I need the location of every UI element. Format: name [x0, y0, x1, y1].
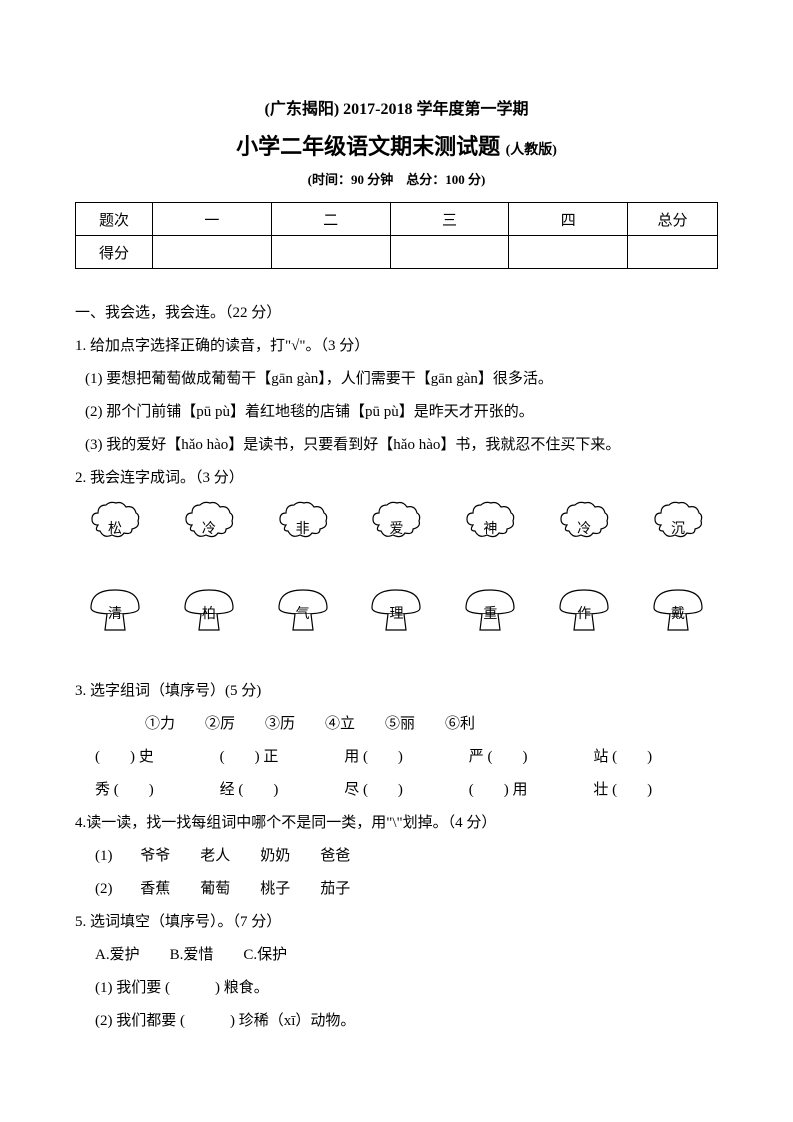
score-table: 题次 一 二 三 四 总分 得分: [75, 202, 718, 269]
mush-char: 柏: [179, 600, 239, 631]
table-row: 题次 一 二 三 四 总分: [76, 203, 718, 236]
table-row: 得分: [76, 236, 718, 269]
td-blank: [628, 236, 718, 269]
mushroom-icon: 气: [273, 584, 333, 665]
title-main: 小学二年级语文期末测试题: [236, 134, 500, 159]
mush-char: 清: [85, 600, 145, 631]
td-label: 得分: [76, 236, 153, 269]
td-blank: [271, 236, 390, 269]
th-col: 三: [390, 203, 509, 236]
q1-item: (3) 我的爱好【hǎo hào】是读书，只要看到好【hǎo hào】书，我就忍…: [75, 429, 718, 462]
q4-item: (1) 爷爷 老人 奶奶 爸爸: [75, 840, 718, 873]
q5-options: A.爱护 B.爱惜 C.保护: [75, 939, 718, 972]
q1-item: (2) 那个门前铺【pū pù】着红地毯的店铺【pū pù】是昨天才开张的。: [75, 396, 718, 429]
cloud-icon: 沉: [648, 499, 708, 578]
q3-cell: 壮 ( ): [593, 774, 718, 807]
mush-char: 重: [460, 600, 520, 631]
q5-item: (2) 我们都要 ( ) 珍稀（xī）动物。: [75, 1005, 718, 1038]
cloud-icon: 神: [460, 499, 520, 578]
mushroom-icon: 理: [366, 584, 426, 665]
q2-cloud-row: 松 冷 非 爱 神 冷 沉: [75, 495, 718, 588]
cloud-icon: 松: [85, 499, 145, 578]
td-blank: [509, 236, 628, 269]
td-blank: [390, 236, 509, 269]
section-title: 一、我会选，我会连。（22 分）: [75, 297, 718, 330]
cloud-char: 冷: [179, 515, 239, 546]
th-col: 一: [153, 203, 272, 236]
th-label: 题次: [76, 203, 153, 236]
q3-options: ①力 ②厉 ③历 ④立 ⑤丽 ⑥利: [75, 708, 718, 741]
q3-cell: ( ) 用: [469, 774, 594, 807]
cloud-char: 松: [85, 515, 145, 546]
mushroom-icon: 重: [460, 584, 520, 665]
q3-cell: ( ) 史: [95, 741, 220, 774]
mush-char: 气: [273, 600, 333, 631]
mushroom-icon: 柏: [179, 584, 239, 665]
q1-item: (1) 要想把葡萄做成葡萄干【gān gàn】，人们需要干【gān gàn】很多…: [75, 363, 718, 396]
mushroom-icon: 清: [85, 584, 145, 665]
th-total: 总分: [628, 203, 718, 236]
cloud-icon: 冷: [179, 499, 239, 578]
mush-char: 理: [366, 600, 426, 631]
q3-line: 秀 ( ) 经 ( ) 尽 ( ) ( ) 用 壮 ( ): [75, 774, 718, 807]
header-subtitle: (广东揭阳) 2017-2018 学年度第一学期: [75, 95, 718, 119]
q4-item: (2) 香蕉 葡萄 桃子 茄子: [75, 873, 718, 906]
title-edition: (人教版): [506, 143, 557, 158]
mush-char: 作: [554, 600, 614, 631]
q3-cell: 用 ( ): [344, 741, 469, 774]
q3-cell: 站 ( ): [593, 741, 718, 774]
q3-cell: 秀 ( ): [95, 774, 220, 807]
mushroom-icon: 戴: [648, 584, 708, 665]
cloud-char: 冷: [554, 515, 614, 546]
th-col: 四: [509, 203, 628, 236]
q3-cell: 尽 ( ): [344, 774, 469, 807]
cloud-char: 非: [273, 515, 333, 546]
cloud-char: 神: [460, 515, 520, 546]
q5-item: (1) 我们要 ( ) 粮食。: [75, 972, 718, 1005]
q3-cell: ( ) 正: [220, 741, 345, 774]
header-title: 小学二年级语文期末测试题 (人教版): [75, 129, 718, 161]
q4-stem: 4.读一读，找一找每组词中哪个不是同一类，用"\"划掉。（4 分）: [75, 807, 718, 840]
mush-char: 戴: [648, 600, 708, 631]
q3-cell: 经 ( ): [220, 774, 345, 807]
cloud-icon: 冷: [554, 499, 614, 578]
q3-cell: 严 ( ): [469, 741, 594, 774]
th-col: 二: [271, 203, 390, 236]
q5-stem: 5. 选词填空（填序号）。（7 分）: [75, 906, 718, 939]
q1-stem: 1. 给加点字选择正确的读音，打"√"。（3 分）: [75, 330, 718, 363]
q2-stem: 2. 我会连字成词。（3 分）: [75, 462, 718, 495]
q3-line: ( ) 史 ( ) 正 用 ( ) 严 ( ) 站 ( ): [75, 741, 718, 774]
mushroom-icon: 作: [554, 584, 614, 665]
td-blank: [153, 236, 272, 269]
cloud-char: 沉: [648, 515, 708, 546]
q3-stem: 3. 选字组词（填序号）(5 分): [75, 675, 718, 708]
q2-mush-row: 清 柏 气 理 重 作 戴: [75, 580, 718, 675]
cloud-icon: 非: [273, 499, 333, 578]
header-meta: (时间：90 分钟 总分：100 分): [75, 169, 718, 188]
cloud-char: 爱: [366, 515, 426, 546]
cloud-icon: 爱: [366, 499, 426, 578]
